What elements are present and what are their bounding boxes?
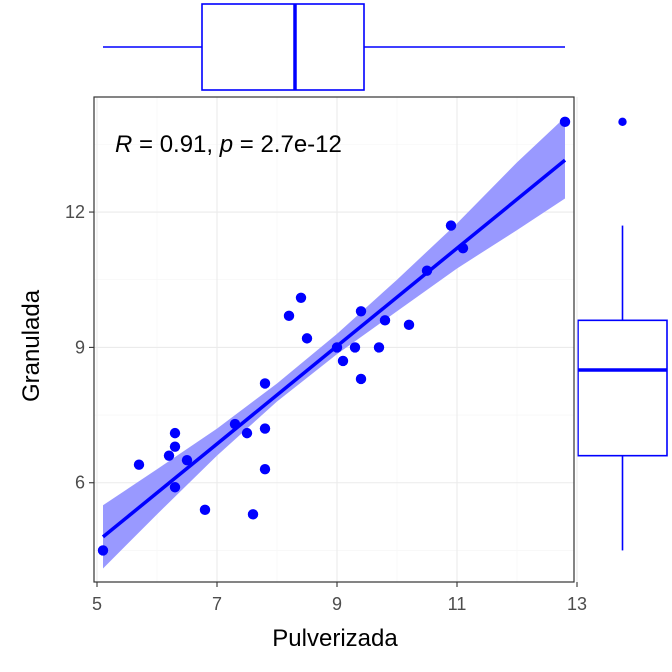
data-point	[295, 292, 307, 303]
x-axis-ticks: 5 7 9 11 13	[92, 582, 587, 614]
data-point	[283, 310, 295, 322]
data-point	[229, 418, 241, 430]
data-point	[259, 378, 271, 389]
data-point	[355, 373, 367, 385]
x-tick-label: 7	[212, 594, 222, 614]
data-point	[169, 427, 181, 439]
data-point	[373, 342, 385, 353]
data-point	[133, 459, 145, 470]
data-point	[247, 509, 259, 520]
data-point	[199, 504, 211, 516]
data-point	[169, 482, 181, 493]
data-point	[331, 342, 343, 353]
y-marginal-boxplot	[577, 117, 668, 551]
r-symbol: R	[115, 131, 132, 158]
data-point	[349, 342, 361, 353]
p-value: = 2.7e-12	[233, 131, 342, 158]
confidence-band	[103, 117, 565, 569]
y-tick-label: 9	[75, 337, 85, 357]
data-point	[403, 319, 415, 331]
p-symbol: p	[219, 131, 233, 158]
data-point	[169, 441, 181, 452]
data-point	[259, 464, 271, 475]
data-point	[379, 315, 391, 326]
y-box-outlier	[618, 117, 627, 127]
x-tick-label: 11	[448, 594, 467, 614]
correlation-annotation: R = 0.91, p = 2.7e-12	[115, 131, 342, 158]
data-point	[97, 545, 109, 556]
data-point	[337, 355, 349, 367]
y-tick-label: 12	[65, 202, 85, 222]
data-point	[457, 242, 469, 254]
data-points	[97, 116, 571, 556]
x-box-iqr	[201, 3, 365, 91]
r-value: = 0.91,	[132, 131, 219, 158]
data-point	[421, 265, 433, 276]
panel-border	[93, 96, 575, 583]
data-point	[559, 116, 571, 128]
y-axis-title: Granulada	[18, 289, 45, 402]
data-point	[241, 427, 253, 439]
x-tick-label: 9	[332, 594, 342, 614]
data-point	[181, 454, 193, 466]
y-axis-ticks: 6 9 12	[65, 202, 94, 493]
y-tick-label: 6	[75, 473, 85, 493]
data-point	[163, 450, 175, 461]
data-point	[301, 333, 313, 344]
x-axis-title: Pulverizada	[272, 625, 398, 652]
data-point	[259, 423, 271, 434]
x-marginal-boxplot	[103, 3, 565, 91]
data-point	[445, 220, 457, 231]
scatter-panel	[93, 96, 578, 583]
data-point	[355, 306, 367, 317]
y-box-iqr	[577, 319, 668, 457]
x-tick-label: 13	[567, 594, 587, 614]
x-tick-label: 5	[92, 594, 102, 614]
